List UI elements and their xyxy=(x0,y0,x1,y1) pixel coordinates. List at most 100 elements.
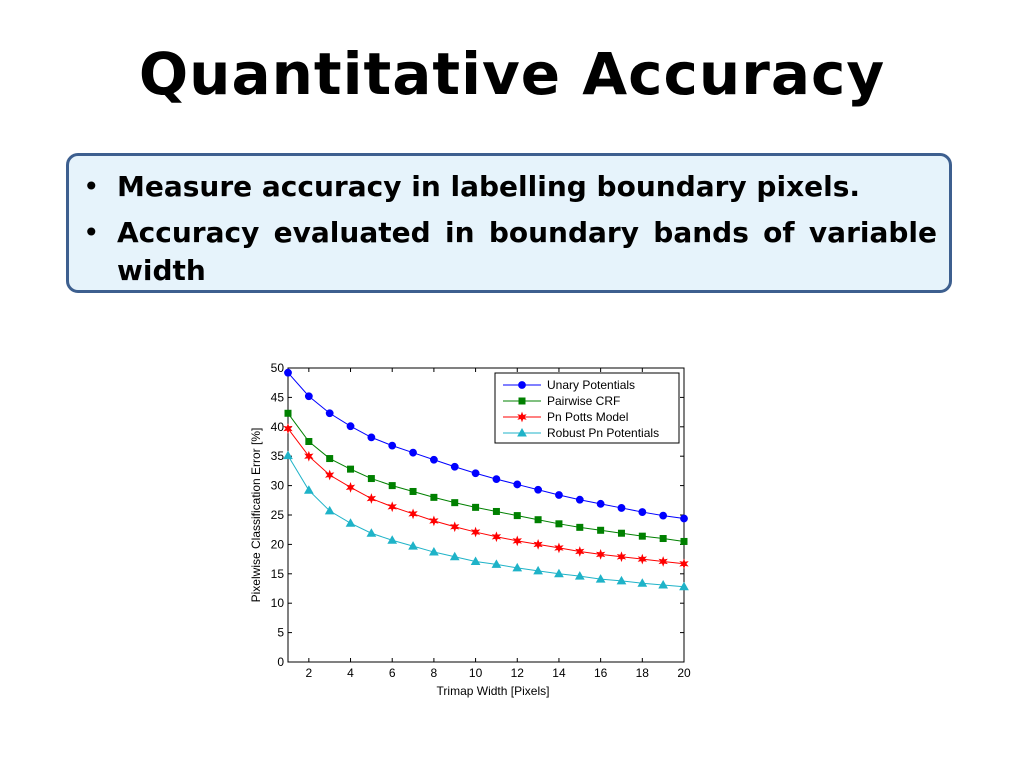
error-chart: 0 5 10 15 20 25 30 35 40 45 50 2 4 6 8 10 12 14 16 18 20 Una… xyxy=(249,361,691,698)
legend-label: Unary Potentials xyxy=(547,378,635,392)
data-point xyxy=(408,541,418,550)
data-point xyxy=(555,491,563,499)
series-pairwise-crf xyxy=(284,409,688,545)
data-point xyxy=(388,441,397,450)
data-point xyxy=(429,515,439,527)
data-point xyxy=(658,579,669,589)
data-point xyxy=(491,531,502,543)
data-point xyxy=(366,493,377,504)
data-point xyxy=(450,521,460,533)
y-tick-label: 15 xyxy=(271,567,285,581)
data-point xyxy=(554,568,564,578)
data-point xyxy=(304,392,313,401)
data-point xyxy=(387,535,398,544)
x-tick-label: 2 xyxy=(305,666,312,680)
bullet-box: • Measure accuracy in labelling boundary… xyxy=(66,153,952,293)
data-point xyxy=(517,411,527,423)
data-point xyxy=(638,532,646,540)
data-point xyxy=(513,512,521,520)
data-point xyxy=(409,487,417,495)
data-point xyxy=(305,438,313,445)
data-point xyxy=(597,526,605,534)
data-point xyxy=(595,574,606,583)
data-point xyxy=(325,409,334,418)
y-axis-label: Pixelwise Classification Error [%] xyxy=(249,428,263,603)
data-point xyxy=(347,465,355,473)
data-point xyxy=(304,450,314,462)
data-point xyxy=(429,547,439,556)
data-point xyxy=(575,546,585,557)
data-point xyxy=(680,537,688,545)
legend-label: Pn Potts Model xyxy=(547,410,628,424)
data-point xyxy=(574,571,585,580)
data-point xyxy=(679,581,689,591)
data-point xyxy=(367,433,376,442)
data-point xyxy=(491,559,502,568)
data-point xyxy=(284,409,292,417)
bullet-item: • Accuracy evaluated in boundary bands o… xyxy=(83,214,937,290)
x-tick-label: 14 xyxy=(552,666,566,680)
data-point xyxy=(512,562,523,572)
x-tick-label: 6 xyxy=(389,666,396,680)
data-point xyxy=(518,397,526,405)
data-point xyxy=(596,499,605,508)
data-point xyxy=(345,518,356,527)
x-tick-label: 20 xyxy=(677,666,691,680)
data-point xyxy=(575,495,584,504)
data-point xyxy=(472,503,480,511)
data-point xyxy=(555,520,563,528)
data-point xyxy=(492,475,501,484)
bullet-item: • Measure accuracy in labelling boundary… xyxy=(83,168,937,206)
data-point xyxy=(554,542,564,554)
data-point xyxy=(283,423,293,434)
legend-label: Robust Pn Potentials xyxy=(547,426,659,440)
bullet-text: Accuracy evaluated in boundary bands of … xyxy=(117,216,937,287)
slide-title: Quantitative Accuracy xyxy=(138,40,886,108)
data-point xyxy=(512,535,522,547)
x-tick-label: 4 xyxy=(347,666,354,680)
data-point xyxy=(617,504,626,512)
data-point xyxy=(513,480,522,489)
data-point xyxy=(346,422,355,431)
y-tick-label: 10 xyxy=(271,596,285,610)
data-point xyxy=(637,553,647,565)
data-point xyxy=(326,455,334,463)
data-point xyxy=(325,469,335,481)
data-point xyxy=(576,523,584,531)
data-point xyxy=(409,448,417,457)
data-point xyxy=(471,469,480,478)
x-tick-label: 16 xyxy=(594,666,608,680)
data-point xyxy=(679,558,689,570)
data-point xyxy=(659,511,668,520)
data-point xyxy=(680,514,688,523)
data-point xyxy=(449,551,460,561)
data-point xyxy=(387,501,397,513)
x-tick-label: 12 xyxy=(511,666,525,680)
bullet-text: Measure accuracy in labelling boundary p… xyxy=(117,170,861,203)
data-point xyxy=(283,450,293,460)
y-tick-label: 0 xyxy=(277,655,284,669)
data-point xyxy=(659,535,667,543)
y-tick-label: 5 xyxy=(277,626,284,640)
data-point xyxy=(345,481,356,493)
data-point xyxy=(616,575,627,585)
data-point xyxy=(408,508,418,520)
data-point xyxy=(517,427,527,437)
data-point xyxy=(451,499,459,507)
data-point xyxy=(366,528,377,537)
y-tick-label: 20 xyxy=(271,537,285,551)
y-tick-label: 30 xyxy=(271,479,285,493)
data-point xyxy=(430,493,438,501)
legend-label: Pairwise CRF xyxy=(547,394,620,408)
x-tick-label: 18 xyxy=(636,666,650,680)
data-point xyxy=(324,505,335,515)
data-point xyxy=(533,539,543,550)
data-point xyxy=(492,507,500,515)
data-point xyxy=(470,526,481,538)
y-tick-label: 40 xyxy=(271,420,285,434)
data-point xyxy=(284,368,292,377)
data-point xyxy=(595,549,606,560)
data-point xyxy=(450,462,459,471)
data-point xyxy=(303,485,314,494)
x-axis-label: Trimap Width [Pixels] xyxy=(437,684,550,698)
